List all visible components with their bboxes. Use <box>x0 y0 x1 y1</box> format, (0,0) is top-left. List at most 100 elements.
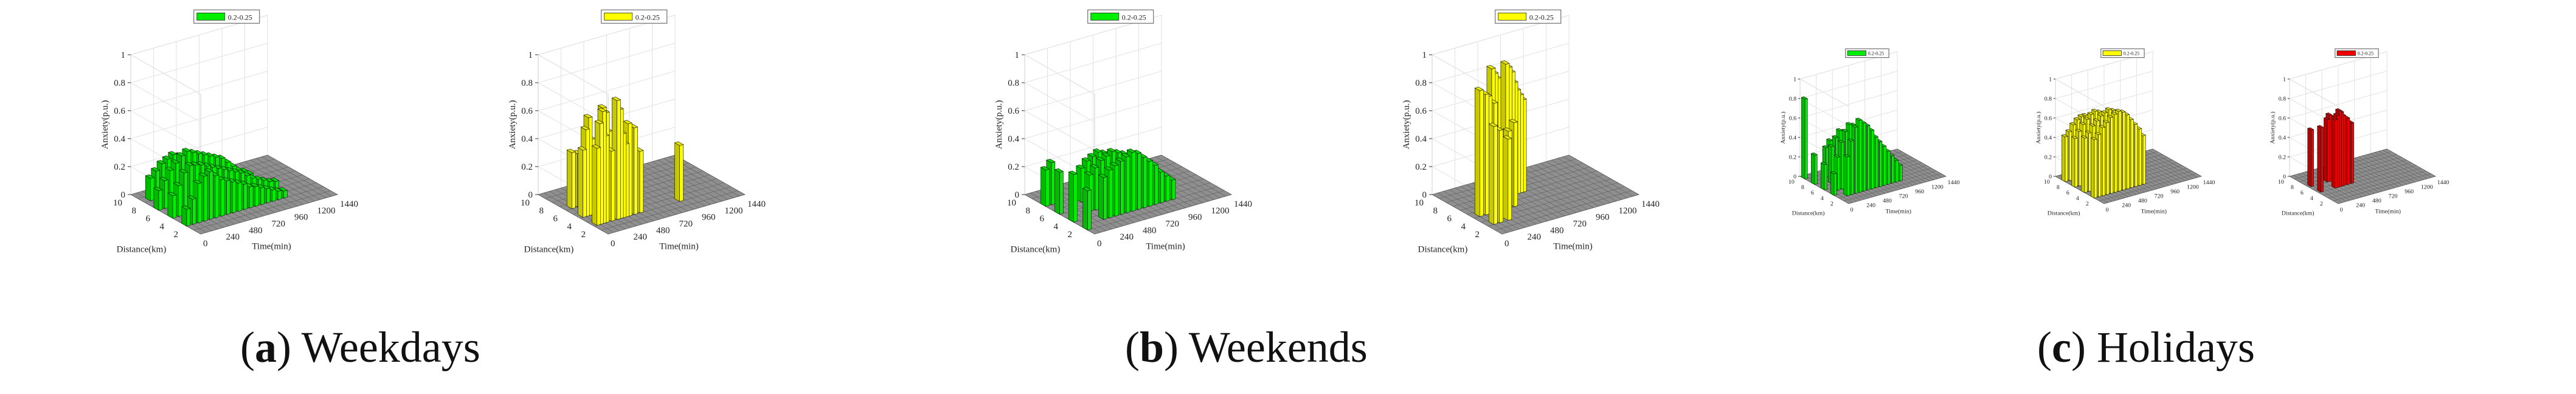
z-tick-label: 0.8 <box>2279 95 2286 102</box>
bar-top <box>1801 96 1808 100</box>
bar-top <box>1068 170 1078 175</box>
x-tick-label: 960 <box>1915 188 1924 195</box>
bar-front <box>209 170 213 220</box>
x-tick-label: 240 <box>2356 202 2365 209</box>
bar-front <box>1095 167 1099 210</box>
bar-top <box>168 151 178 156</box>
bar-top <box>1826 138 1833 142</box>
y-axis-label: Distance(km) <box>1792 210 1825 216</box>
bar <box>1810 152 1818 185</box>
bar-front <box>2321 126 2324 193</box>
bar-side <box>2307 128 2311 187</box>
bar <box>2307 127 2315 187</box>
z-tick-label: 1 <box>2283 76 2286 83</box>
bar-top <box>156 160 166 164</box>
x-tick-label: 480 <box>2372 198 2381 204</box>
z-tick-label: 1 <box>2049 76 2052 83</box>
bar-front <box>617 99 621 220</box>
bar-side <box>578 147 583 218</box>
bar-side <box>1054 169 1060 215</box>
bar-front <box>150 177 154 201</box>
z-tick-label: 0.2 <box>114 162 125 172</box>
z-tick-label: 1 <box>1793 76 1796 83</box>
bar-front <box>2351 122 2354 184</box>
legend-swatch <box>1090 12 1120 21</box>
bar <box>1820 162 1827 191</box>
bar <box>153 187 163 211</box>
legend: 0.2-0.25 <box>601 9 668 24</box>
caption-c: (c) Holidays <box>2037 323 2255 372</box>
bar-top <box>1093 148 1103 153</box>
bar-top <box>2088 123 2096 126</box>
bar <box>1054 168 1064 215</box>
x-tick-label: 1440 <box>1234 199 1252 209</box>
z-tick-label: 0.8 <box>1789 95 1796 102</box>
bar-front <box>1824 164 1827 190</box>
bar-front <box>1837 156 1840 191</box>
floor-mesh-line <box>2333 173 2431 201</box>
bar-top <box>1082 187 1092 192</box>
bar-top <box>2100 110 2108 114</box>
bar-front <box>283 190 288 199</box>
bar-top <box>196 161 206 166</box>
bar-side <box>2324 117 2328 183</box>
bar-front <box>1499 129 1503 223</box>
y-tick-label: 2 <box>581 230 586 240</box>
bar <box>2061 134 2068 182</box>
bar-front <box>2074 137 2078 188</box>
y-axis-label: Distance(km) <box>1418 245 1468 255</box>
y-tick-label: 6 <box>146 214 151 224</box>
bar-side <box>1489 123 1494 225</box>
z-tick-label: 0.6 <box>2279 115 2286 122</box>
bar-top <box>1087 153 1097 157</box>
z-axis-label: Anxiety(p.u.) <box>994 100 1004 150</box>
bar-side <box>2331 117 2335 189</box>
bar-top <box>181 205 191 210</box>
x-tick-label: 1440 <box>1641 199 1660 209</box>
bar-top <box>150 167 161 171</box>
floor-mesh-line <box>2323 168 2422 196</box>
x-tick-label: 720 <box>1899 193 1908 200</box>
z-tick-label: 0 <box>528 190 533 200</box>
chart-holidays-yellow: 0 0.2 0.4 0.6 0.8 1 Anxiety(p.u.) 0 240 480 720 960… <box>2035 48 2215 216</box>
bar-top <box>1810 152 1818 156</box>
bar <box>181 205 191 227</box>
bar-top <box>1843 154 1851 157</box>
bar-top <box>674 141 684 146</box>
bar-top <box>1841 129 1849 133</box>
bar-side <box>1801 97 1806 180</box>
bar-front <box>1149 160 1153 207</box>
x-tick-label: 240 <box>1866 202 1875 209</box>
y-tick-label: 6 <box>1040 214 1045 224</box>
legend-swatch <box>2102 50 2122 56</box>
x-axis-label: Time(min) <box>252 242 291 252</box>
floor-mesh-line <box>1843 173 1942 201</box>
bar-front <box>1814 154 1818 185</box>
bar-front <box>255 185 259 207</box>
bar <box>1082 187 1092 231</box>
bar-top <box>1098 173 1108 178</box>
x-tick-label: 480 <box>2138 198 2147 204</box>
caption-b: (b) Weekends <box>1125 323 1368 372</box>
bar-front <box>2094 139 2097 199</box>
z-tick-label: 0 <box>121 190 126 200</box>
legend: 0.2-0.25 <box>1845 48 1889 58</box>
bar-front <box>1879 141 1883 187</box>
legend-label: 0.2-0.25 <box>1122 13 1146 21</box>
y-tick-label: 2 <box>174 230 179 240</box>
bar-top <box>2090 137 2097 140</box>
floor-mesh-line <box>601 190 738 230</box>
y-tick-label: 6 <box>2066 190 2069 196</box>
x-tick-label: 720 <box>272 219 286 229</box>
x-tick-label: 960 <box>1596 213 1610 223</box>
bar-top <box>2081 112 2089 116</box>
bar-top <box>164 167 175 171</box>
bar <box>1830 171 1837 196</box>
bar-top <box>1833 154 1841 158</box>
legend-swatch <box>1847 50 1866 56</box>
bar-top <box>2071 136 2078 139</box>
z-tick-label: 0.2 <box>521 162 533 172</box>
bar-side <box>2317 125 2321 193</box>
y-tick-label: 6 <box>1811 190 1814 196</box>
z-tick-label: 0.8 <box>2045 95 2052 102</box>
